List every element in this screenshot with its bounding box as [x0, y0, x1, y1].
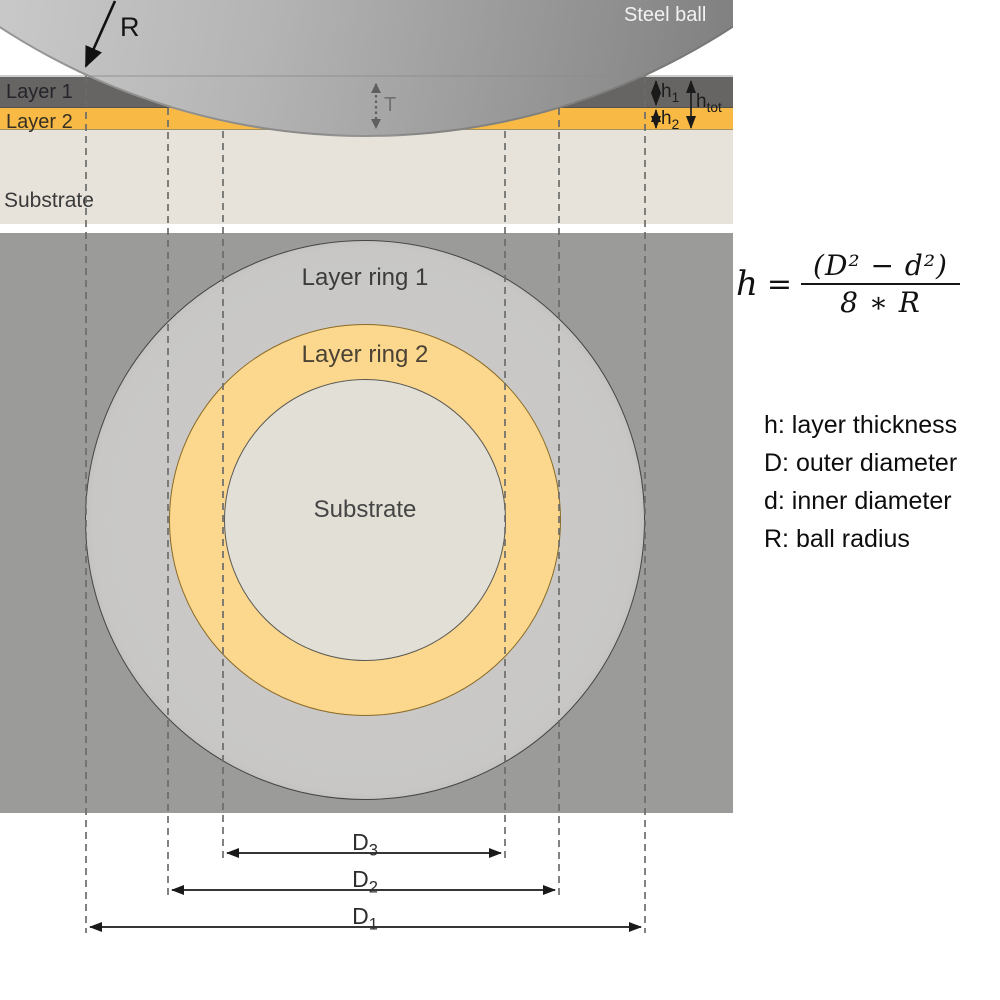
h2-base: h	[661, 108, 672, 129]
steel-ball-label: Steel ball	[624, 4, 707, 26]
h1-sub: 1	[671, 89, 680, 105]
d3-sub: 3	[368, 840, 378, 860]
h2-sub: 2	[671, 116, 680, 132]
layer-ring2-label: Layer ring 2	[301, 341, 429, 368]
htot-base: h	[696, 91, 707, 112]
d3-base: D	[352, 829, 369, 855]
d1-sub: 1	[368, 914, 378, 934]
substrate-circle	[224, 379, 506, 661]
legend-item-D: D: outer diameter	[764, 449, 958, 477]
substrate-top-label: Substrate	[313, 496, 417, 523]
substrate-cross-label: Substrate	[4, 189, 94, 212]
formula-numerator: (D² − d²)	[813, 249, 948, 282]
htot-label: htot	[696, 92, 722, 114]
formula-lhs: h	[736, 264, 758, 304]
d2-base: D	[352, 866, 369, 892]
legend-item-R: R: ball radius	[764, 525, 910, 553]
htot-sub: tot	[706, 99, 722, 115]
cross-section-panel: Layer 1 Layer 2 Substrate Steel ball	[0, 0, 733, 224]
h1-label: h1	[661, 82, 679, 104]
layer2-label: Layer 2	[6, 111, 73, 133]
legend-item-h: h: layer thickness	[764, 411, 958, 439]
formula-equals: =	[766, 266, 793, 302]
legend: h: layer thickness D: outer diameter d: …	[764, 406, 957, 558]
formula-denominator: 8 ∗ R	[840, 286, 921, 319]
top-view-panel	[0, 233, 733, 813]
d3-label: D3	[352, 831, 378, 859]
h2-label: h2	[661, 109, 679, 131]
depth-label: T	[384, 94, 397, 116]
thickness-formula: h = (D² − d²) 8 ∗ R	[736, 248, 960, 320]
radius-label: R	[120, 12, 140, 42]
d1-label: D1	[352, 905, 378, 933]
d2-label: D2	[352, 868, 378, 896]
layer1-label: Layer 1	[6, 81, 73, 103]
formula-fraction: (D² − d²) 8 ∗ R	[801, 248, 960, 320]
h1-base: h	[661, 81, 672, 102]
d2-sub: 2	[368, 877, 378, 897]
fraction-bar	[801, 283, 960, 285]
layer-ring1-label: Layer ring 1	[301, 264, 429, 291]
substrate-band	[0, 130, 733, 224]
legend-item-d: d: inner diameter	[764, 487, 952, 515]
d1-base: D	[352, 903, 369, 929]
